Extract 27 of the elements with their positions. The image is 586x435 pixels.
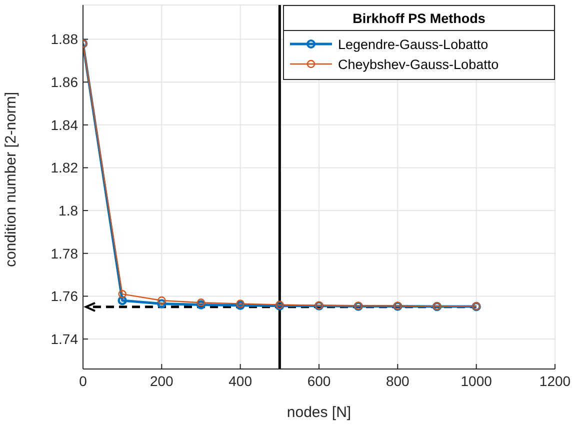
point — [158, 296, 166, 305]
legend-label: Legendre-Gauss-Lobatto — [338, 36, 488, 52]
point — [157, 299, 166, 308]
y-tick-label: 1.86 — [50, 74, 78, 90]
point — [196, 298, 206, 307]
y-tick-label: 1.74 — [50, 330, 78, 347]
point — [118, 296, 127, 306]
x-axis-title: nodes [N] — [286, 404, 352, 421]
y-tick-label: 1.8 — [58, 202, 78, 219]
point — [236, 300, 245, 310]
x-tick-label: 400 — [228, 372, 252, 389]
legend-title: Birkhoff PS Methods — [352, 10, 486, 28]
y-tick-label: 1.76 — [50, 288, 78, 304]
x-tick-label: 0 — [79, 372, 88, 389]
y-tick-label: 1.88 — [50, 31, 78, 48]
point — [196, 300, 206, 310]
x-tick-label: 200 — [150, 372, 174, 389]
x-tick-label: 800 — [386, 372, 410, 389]
y-tick-label: 1.84 — [50, 116, 78, 133]
y-tick-label: 1.78 — [50, 245, 78, 262]
legend-label: Cheybshev-Gauss-Lobatto — [338, 56, 499, 72]
x-tick-label: 600 — [307, 372, 331, 389]
y-axis-title: condition number [2-norm] — [2, 92, 20, 267]
x-tick-label: 1200 — [539, 372, 571, 389]
x-tick-label: 1000 — [460, 372, 492, 389]
point — [118, 290, 126, 298]
y-tick-label: 1.82 — [50, 160, 78, 176]
